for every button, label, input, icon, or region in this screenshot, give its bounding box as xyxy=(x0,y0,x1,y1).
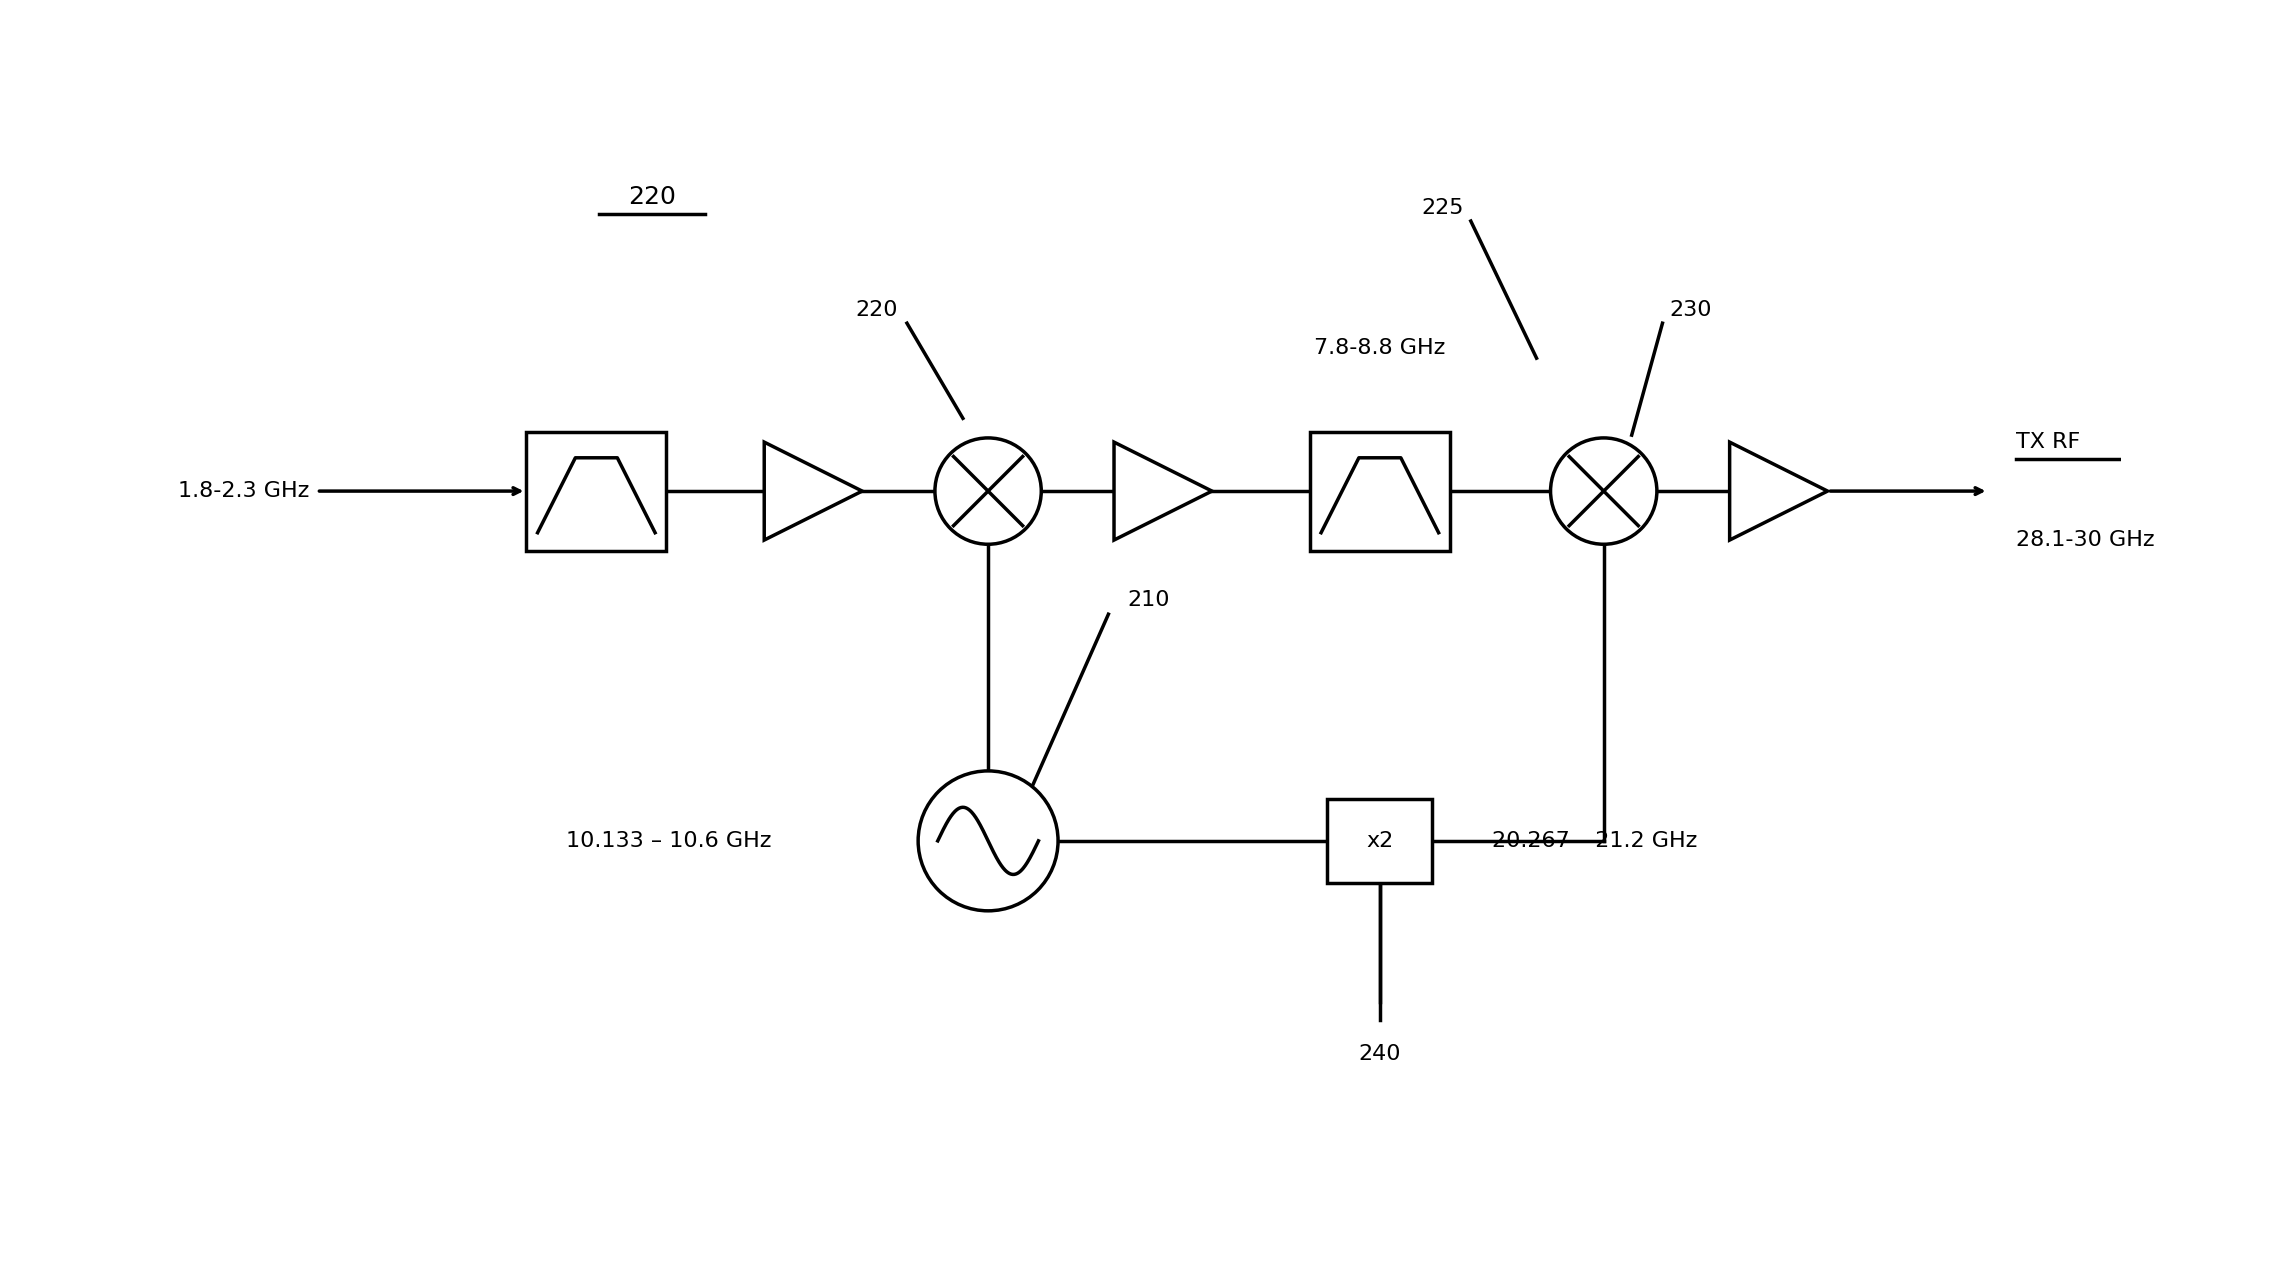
Text: 7.8-8.8 GHz: 7.8-8.8 GHz xyxy=(1313,338,1446,358)
Text: 220: 220 xyxy=(854,300,898,321)
Text: 1.8-2.3 GHz: 1.8-2.3 GHz xyxy=(178,481,311,501)
Text: 10.133 – 10.6 GHz: 10.133 – 10.6 GHz xyxy=(566,830,772,851)
Text: 28.1-30 GHz: 28.1-30 GHz xyxy=(2017,530,2156,550)
Text: 210: 210 xyxy=(1128,591,1169,610)
Circle shape xyxy=(1551,438,1656,544)
Text: x2: x2 xyxy=(1366,830,1393,851)
Polygon shape xyxy=(765,442,861,540)
Text: 20.267 – 21.2 GHz: 20.267 – 21.2 GHz xyxy=(1491,830,1697,851)
Text: 230: 230 xyxy=(1670,300,1711,321)
Text: TX RF: TX RF xyxy=(2017,432,2081,452)
Polygon shape xyxy=(1115,442,1213,540)
Bar xyxy=(1311,432,1450,550)
Bar xyxy=(525,432,667,550)
Text: 220: 220 xyxy=(628,186,676,209)
Circle shape xyxy=(934,438,1042,544)
Circle shape xyxy=(918,771,1057,911)
Text: 225: 225 xyxy=(1421,198,1464,218)
Text: 240: 240 xyxy=(1359,1044,1400,1064)
Polygon shape xyxy=(1729,442,1827,540)
Bar xyxy=(1327,799,1432,883)
